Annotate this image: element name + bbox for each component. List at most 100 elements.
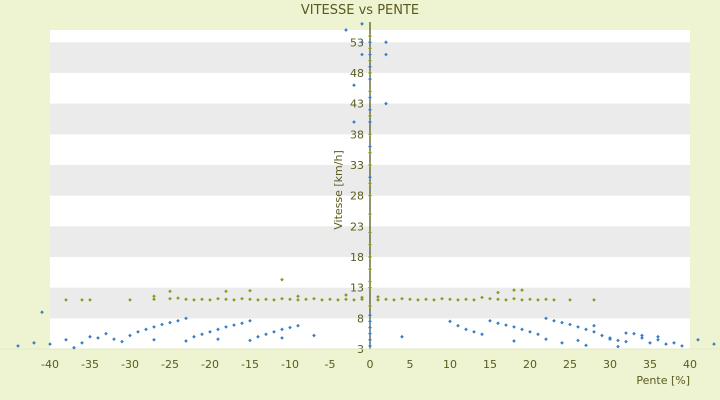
data-point xyxy=(368,132,372,137)
data-point xyxy=(368,255,372,259)
data-point xyxy=(648,341,652,345)
data-point xyxy=(264,332,268,337)
data-point xyxy=(368,212,372,216)
data-point xyxy=(560,341,564,345)
data-point xyxy=(240,321,244,326)
data-point xyxy=(368,175,372,180)
data-point xyxy=(192,298,196,302)
data-point xyxy=(368,267,372,272)
data-point xyxy=(208,329,212,334)
data-point xyxy=(248,338,252,343)
data-point xyxy=(368,34,372,38)
data-point xyxy=(272,298,276,302)
data-point xyxy=(368,325,372,330)
data-point xyxy=(376,295,380,299)
data-point xyxy=(624,339,628,344)
data-point xyxy=(544,337,548,342)
data-point xyxy=(144,327,148,332)
data-point xyxy=(640,333,644,338)
data-point xyxy=(584,343,588,348)
data-point xyxy=(280,336,284,340)
data-point xyxy=(360,297,364,302)
data-point xyxy=(456,323,460,328)
data-point xyxy=(712,342,716,346)
data-point xyxy=(208,298,212,302)
y-tick-label: 38 xyxy=(350,128,364,141)
data-point xyxy=(656,334,660,339)
data-point xyxy=(312,296,316,301)
data-point xyxy=(128,333,132,338)
data-point xyxy=(384,297,388,302)
data-point xyxy=(96,336,100,340)
x-tick-label: 30 xyxy=(603,358,617,371)
data-point xyxy=(368,285,372,290)
data-point xyxy=(136,329,140,334)
data-point xyxy=(232,298,236,302)
data-point xyxy=(368,331,372,336)
y-tick-label: 28 xyxy=(350,190,364,203)
x-tick-label: -25 xyxy=(161,358,179,371)
data-point xyxy=(368,89,372,94)
x-axis-label: Pente [%] xyxy=(636,374,690,387)
y-tick-label: 18 xyxy=(350,251,364,264)
data-point xyxy=(216,327,220,332)
data-point xyxy=(600,333,604,338)
data-point xyxy=(400,334,404,339)
data-point xyxy=(504,298,508,302)
y-tick-label: 43 xyxy=(350,98,364,111)
data-point xyxy=(656,337,660,342)
data-point xyxy=(552,318,556,323)
data-point xyxy=(616,338,620,343)
x-tick-label: 0 xyxy=(367,358,374,371)
y-axis-label: Vitesse [km/h] xyxy=(332,150,345,230)
x-tick-label: -40 xyxy=(41,358,59,371)
data-point xyxy=(368,319,372,324)
data-point xyxy=(312,333,316,338)
y-tick-label: 23 xyxy=(350,220,364,233)
data-point xyxy=(368,144,372,149)
data-point xyxy=(280,277,284,282)
data-point xyxy=(512,288,516,292)
data-point xyxy=(224,297,228,302)
data-point xyxy=(368,279,372,284)
data-point xyxy=(488,296,492,301)
data-point xyxy=(544,316,548,321)
data-point xyxy=(184,316,188,321)
data-point xyxy=(344,297,348,302)
data-point xyxy=(368,193,372,198)
data-point xyxy=(416,298,420,302)
data-point xyxy=(584,327,588,332)
data-point xyxy=(184,339,188,343)
data-point xyxy=(264,297,268,302)
data-point xyxy=(592,298,596,302)
data-point xyxy=(496,290,500,295)
y-tick-label: 33 xyxy=(350,159,364,172)
data-point xyxy=(368,337,372,342)
data-point xyxy=(368,181,372,186)
data-point xyxy=(528,297,532,302)
data-point xyxy=(672,341,676,345)
data-point xyxy=(544,297,548,302)
x-tick-label: 15 xyxy=(483,358,497,371)
chart-title: VITESSE vs PENTE xyxy=(301,3,419,18)
data-point xyxy=(456,298,460,302)
data-points xyxy=(16,22,716,350)
x-tick-label: -10 xyxy=(281,358,299,371)
data-point xyxy=(224,289,228,294)
y-tick-label: 48 xyxy=(350,67,364,80)
data-point xyxy=(496,321,500,326)
x-tick-label: -30 xyxy=(121,358,139,371)
data-point xyxy=(296,323,300,328)
data-point xyxy=(640,336,644,340)
data-point xyxy=(88,334,92,339)
data-point xyxy=(624,331,628,335)
data-point xyxy=(488,318,492,323)
data-point xyxy=(192,334,196,339)
data-point xyxy=(432,298,436,302)
data-point xyxy=(272,329,276,334)
x-tick-label: 20 xyxy=(523,358,537,371)
data-point xyxy=(472,329,476,334)
data-point xyxy=(448,297,452,302)
data-point xyxy=(512,325,516,329)
data-point xyxy=(16,344,20,348)
